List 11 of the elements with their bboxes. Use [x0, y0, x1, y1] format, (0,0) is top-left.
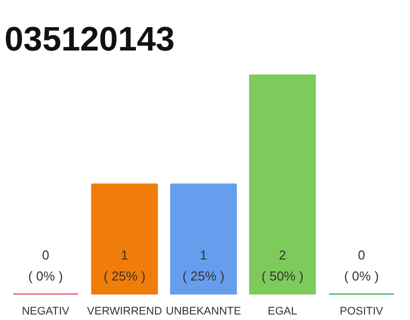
data-label: 0 ( 0% ) [28, 248, 63, 284]
x-tick-label: VERWIRREND [87, 306, 162, 318]
data-label: 1 ( 25% ) [104, 248, 146, 284]
data-label: 2 ( 50% ) [262, 248, 304, 284]
chart-title: 035120143 [4, 20, 175, 58]
data-label: 0 ( 0% ) [344, 248, 379, 284]
x-tick-label: UNBEKANNTE [166, 306, 242, 318]
x-tick-label: NEGATIV [22, 306, 70, 318]
x-tick-label: POSITIV [340, 306, 384, 318]
x-tick-label: EGAL [268, 306, 298, 318]
data-label: 1 ( 25% ) [182, 248, 224, 284]
